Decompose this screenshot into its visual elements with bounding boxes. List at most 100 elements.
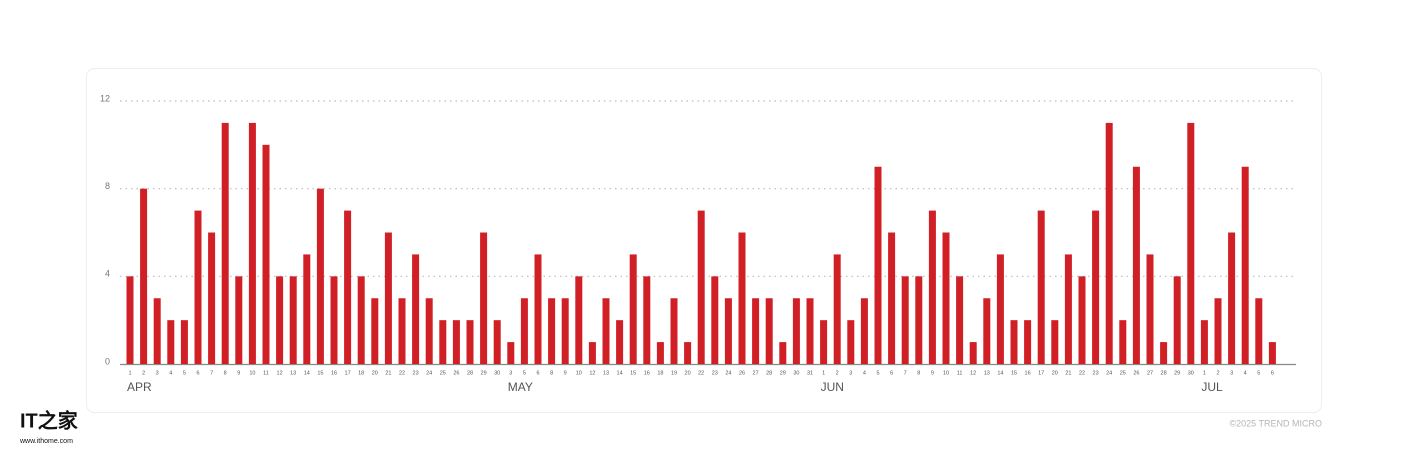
month-label: APR (127, 380, 152, 394)
x-tick-label: 10 (943, 370, 949, 376)
x-tick-label: 1 (822, 370, 825, 376)
month-label: JUL (1201, 380, 1223, 394)
bar (1078, 276, 1086, 364)
bar (221, 122, 229, 365)
bar (1214, 298, 1222, 364)
bar (684, 342, 692, 364)
x-tick-label: 16 (1025, 370, 1031, 376)
x-tick-label: 5 (523, 370, 526, 376)
bar (1255, 298, 1263, 364)
bar (996, 254, 1004, 364)
x-tick-label: 20 (1052, 370, 1058, 376)
bar (520, 298, 528, 364)
bar (357, 276, 365, 364)
x-tick-label: 23 (413, 370, 419, 376)
bar (398, 298, 406, 364)
x-tick-label: 25 (440, 370, 446, 376)
x-tick-label: 2 (1216, 370, 1219, 376)
bar (1160, 342, 1168, 364)
x-tick-label: 14 (617, 370, 623, 376)
x-tick-label: 3 (1230, 370, 1233, 376)
bar (752, 298, 760, 364)
x-tick-label: 15 (1011, 370, 1017, 376)
bar (493, 320, 501, 364)
x-tick-label: 25 (1120, 370, 1126, 376)
x-tick-label: 1 (1203, 370, 1206, 376)
x-tick-label: 13 (984, 370, 990, 376)
bar (697, 210, 705, 364)
bar (289, 276, 297, 364)
x-tick-label: 12 (589, 370, 595, 376)
bar (1010, 320, 1018, 364)
bar (901, 276, 909, 364)
bar (588, 342, 596, 364)
bar (643, 276, 651, 364)
x-tick-label: 7 (904, 370, 907, 376)
bar (235, 276, 243, 364)
x-tick-label: 2 (142, 370, 145, 376)
x-tick-label: 18 (657, 370, 663, 376)
x-tick-label: 23 (1093, 370, 1099, 376)
x-tick-label: 3 (509, 370, 512, 376)
x-tick-label: 15 (317, 370, 323, 376)
x-tick-label: 5 (183, 370, 186, 376)
x-tick-label: 3 (156, 370, 159, 376)
bar (575, 276, 583, 364)
bar (656, 342, 664, 364)
x-tick-label: 18 (358, 370, 364, 376)
bar (1228, 232, 1236, 364)
bar (833, 254, 841, 364)
bar (439, 320, 447, 364)
bar (452, 320, 460, 364)
x-tick-label: 4 (169, 370, 172, 376)
credit: ©2025 TREND MICRO (1230, 418, 1323, 428)
bar (792, 298, 800, 364)
x-tick-label: 6 (536, 370, 539, 376)
bar (1173, 276, 1181, 364)
x-tick-label: 20 (372, 370, 378, 376)
bar (888, 232, 896, 364)
y-tick-label: 8 (105, 181, 110, 191)
x-tick-label: 24 (725, 370, 731, 376)
bar (1119, 320, 1127, 364)
x-tick-label: 29 (481, 370, 487, 376)
x-tick-label: 30 (1188, 370, 1194, 376)
bar (602, 298, 610, 364)
bar (248, 122, 256, 365)
bar (1037, 210, 1045, 364)
x-tick-label: 17 (1038, 370, 1044, 376)
bar (1024, 320, 1032, 364)
bar (276, 276, 284, 364)
bar (344, 210, 352, 364)
x-tick-label: 21 (1065, 370, 1071, 376)
x-tick-label: 28 (1161, 370, 1167, 376)
x-tick-label: 6 (1271, 370, 1274, 376)
bar (1200, 320, 1208, 364)
bar (480, 232, 488, 364)
bar (262, 144, 270, 364)
y-tick-label: 4 (105, 269, 110, 279)
bar (1187, 122, 1195, 365)
bar (153, 298, 161, 364)
bar (561, 298, 569, 364)
x-tick-label: 31 (807, 370, 813, 376)
y-tick-label: 0 (105, 356, 110, 366)
month-label: JUN (821, 380, 844, 394)
bar (820, 320, 828, 364)
watermark-url: www.ithome.com (19, 438, 73, 445)
x-tick-label: 21 (385, 370, 391, 376)
bar (303, 254, 311, 364)
bar (466, 320, 474, 364)
bar (670, 298, 678, 364)
bar (1241, 166, 1249, 364)
x-tick-label: 3 (849, 370, 852, 376)
x-tick-label: 15 (630, 370, 636, 376)
x-tick-label: 8 (224, 370, 227, 376)
x-tick-label: 24 (1106, 370, 1112, 376)
x-tick-label: 16 (644, 370, 650, 376)
x-tick-label: 11 (957, 370, 963, 376)
x-tick-label: 22 (1079, 370, 1085, 376)
x-tick-label: 9 (564, 370, 567, 376)
x-tick-label: 4 (1244, 370, 1247, 376)
x-tick-label: 10 (576, 370, 582, 376)
